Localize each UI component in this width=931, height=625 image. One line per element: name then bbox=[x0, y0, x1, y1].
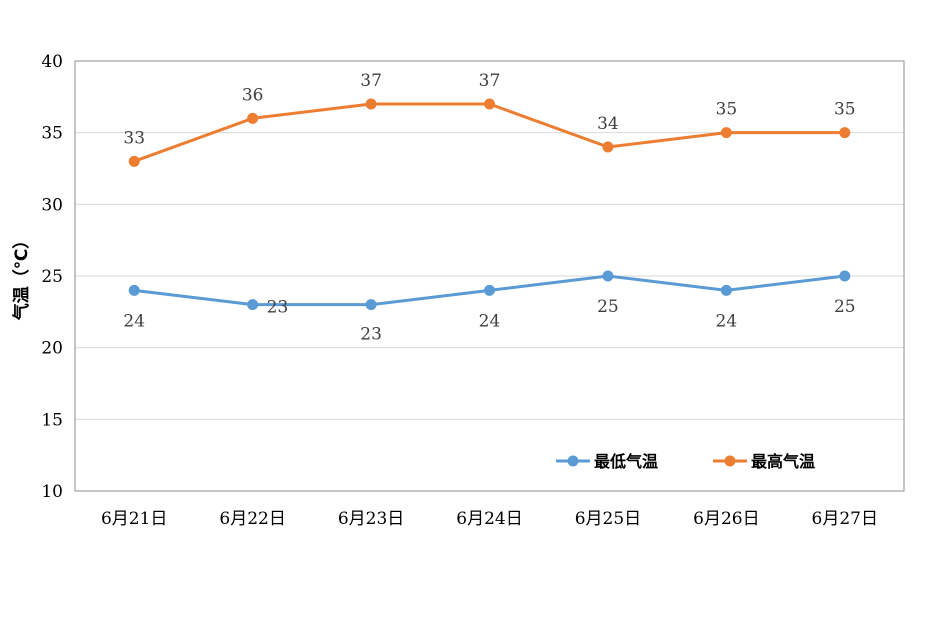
y-axis-title: 气温（℃） bbox=[11, 232, 32, 322]
data-point bbox=[128, 155, 140, 167]
data-label: 24 bbox=[123, 311, 145, 331]
x-tick-label: 6月21日 bbox=[101, 509, 167, 529]
legend-marker bbox=[724, 455, 736, 467]
data-point bbox=[602, 270, 614, 282]
data-point bbox=[247, 299, 259, 311]
data-label: 23 bbox=[267, 298, 289, 318]
data-label: 23 bbox=[360, 325, 382, 345]
x-tick-label: 6月23日 bbox=[338, 509, 404, 529]
data-point bbox=[365, 98, 377, 110]
y-tick-label: 25 bbox=[41, 267, 63, 287]
legend-marker bbox=[567, 455, 579, 467]
data-point bbox=[365, 299, 377, 311]
x-tick-label: 6月25日 bbox=[575, 509, 641, 529]
data-label: 35 bbox=[716, 100, 738, 120]
data-label: 24 bbox=[479, 311, 501, 331]
data-point bbox=[602, 141, 614, 153]
y-tick-label: 40 bbox=[41, 52, 63, 72]
data-point bbox=[720, 127, 732, 139]
data-point bbox=[720, 284, 732, 296]
series-group bbox=[128, 98, 851, 311]
y-tick-label: 20 bbox=[41, 339, 63, 359]
data-point bbox=[839, 127, 851, 139]
data-label: 33 bbox=[123, 128, 145, 148]
x-tick-label: 6月24日 bbox=[456, 509, 522, 529]
data-label: 34 bbox=[597, 114, 619, 134]
data-label: 25 bbox=[834, 297, 856, 317]
y-tick-label: 15 bbox=[41, 410, 63, 430]
y-axis-ticks: 10 15 20 25 30 35 40 bbox=[41, 52, 63, 502]
data-point bbox=[484, 284, 495, 296]
x-tick-label: 6月26日 bbox=[693, 509, 759, 529]
data-point bbox=[839, 270, 851, 282]
data-label: 25 bbox=[597, 297, 619, 317]
y-tick-label: 10 bbox=[41, 482, 63, 502]
data-labels: 24 23 23 24 25 24 25 33 36 37 37 34 35 35 bbox=[123, 71, 855, 345]
data-point bbox=[484, 98, 495, 110]
data-point bbox=[247, 112, 259, 124]
data-label: 35 bbox=[834, 100, 856, 120]
legend: 最低气温 最高气温 bbox=[556, 452, 815, 471]
y-tick-label: 30 bbox=[41, 195, 63, 215]
data-label: 36 bbox=[242, 85, 264, 105]
x-tick-label: 6月27日 bbox=[812, 509, 878, 529]
plot-area bbox=[74, 60, 905, 492]
data-label: 37 bbox=[360, 71, 382, 91]
legend-entry: 最高气温 bbox=[751, 452, 815, 471]
data-label: 37 bbox=[479, 71, 501, 91]
data-label: 24 bbox=[716, 311, 738, 331]
y-tick-label: 35 bbox=[41, 124, 63, 144]
data-point bbox=[128, 284, 140, 296]
x-tick-label: 6月22日 bbox=[219, 509, 285, 529]
legend-entry: 最低气温 bbox=[594, 452, 658, 471]
gridlines bbox=[75, 132, 904, 420]
x-axis-ticks: 6月21日 6月22日 6月23日 6月24日 6月25日 6月26日 6月27日 bbox=[101, 509, 878, 529]
